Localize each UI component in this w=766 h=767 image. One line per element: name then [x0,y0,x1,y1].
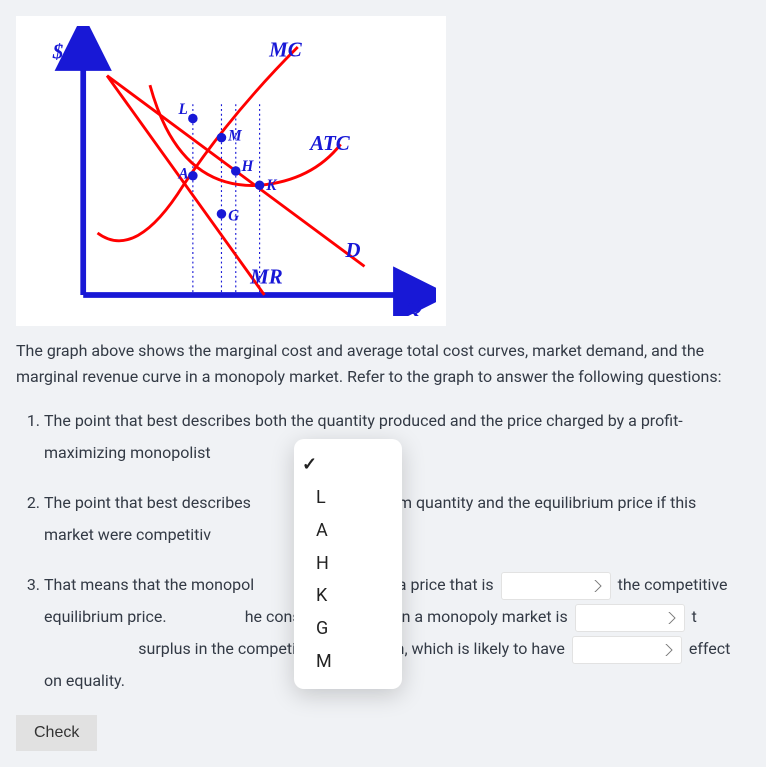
point-G-label: G [228,208,239,225]
equality-effect-select[interactable] [572,636,682,664]
dropdown-option-G[interactable]: G [294,613,402,646]
check-button[interactable]: Check [16,715,97,751]
questions-wrapper: The point that best describes both the q… [16,405,750,697]
graph-description: The graph above shows the marginal cost … [16,338,750,389]
q2-text-a: The point that best describes [44,493,251,512]
point-K-label: K [265,177,278,194]
atc-label: ATC [308,131,351,155]
dropdown-option-K[interactable]: K [294,580,402,613]
point-L-label: L [178,101,188,118]
surplus-compare-select[interactable] [575,604,685,632]
dropdown-option-H[interactable]: H [294,548,402,581]
dropdown-option-blank[interactable] [294,449,402,482]
point-M-label: M [227,127,242,144]
point-H-label: H [240,158,254,175]
price-compare-select[interactable] [501,572,611,600]
point-A-label: A [178,166,189,183]
q3-text-e: t [692,607,697,626]
dropdown-option-A[interactable]: A [294,515,402,548]
x-axis-label: Q [407,295,422,316]
q3-text-a: That means that the monopol [44,575,254,594]
econ-graph: $ Q D MR MC ATC L M A H K G [16,16,446,326]
graph-svg: $ Q D MR MC ATC L M A H K G [26,26,436,316]
point-L [188,114,198,124]
y-axis-label: $ [52,39,64,63]
point-A [188,171,198,181]
dropdown-option-M[interactable]: M [294,646,402,679]
mc-label: MC [268,38,303,62]
point-H [231,166,241,176]
point-dropdown-menu[interactable]: LAHKGM [294,439,402,689]
mr-label: MR [249,265,283,289]
point-G [217,209,227,219]
d-label: D [344,238,360,262]
point-M [217,133,227,143]
point-K [255,181,265,191]
dropdown-option-L[interactable]: L [294,482,402,515]
